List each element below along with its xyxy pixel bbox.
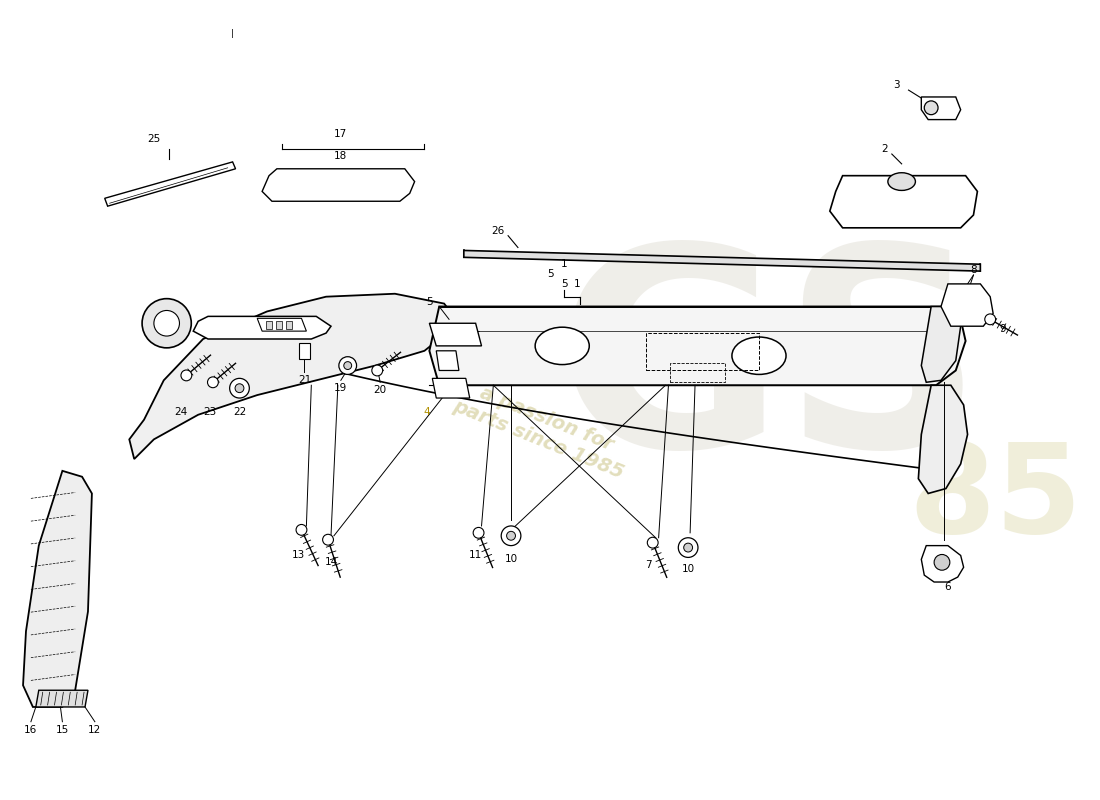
Text: 5: 5 — [547, 269, 553, 279]
Circle shape — [934, 554, 950, 570]
Text: 18: 18 — [334, 151, 348, 161]
Circle shape — [154, 310, 179, 336]
Text: 23: 23 — [204, 407, 217, 417]
Text: 1: 1 — [561, 259, 568, 270]
Text: 26: 26 — [492, 226, 505, 236]
Text: 21: 21 — [298, 375, 311, 386]
Text: a passion for
parts since 1985: a passion for parts since 1985 — [450, 376, 635, 482]
Bar — [646, 333, 759, 370]
Text: 19: 19 — [334, 383, 348, 393]
Polygon shape — [464, 250, 980, 271]
Circle shape — [296, 525, 307, 535]
Circle shape — [679, 538, 699, 558]
Text: 5: 5 — [426, 297, 432, 306]
Text: 14: 14 — [324, 558, 338, 567]
Bar — [670, 362, 725, 382]
Circle shape — [647, 538, 658, 548]
Text: 3: 3 — [893, 80, 900, 90]
Text: 16: 16 — [24, 725, 37, 734]
Circle shape — [502, 526, 521, 546]
Polygon shape — [262, 169, 415, 202]
Polygon shape — [918, 386, 968, 494]
Polygon shape — [437, 351, 459, 370]
Ellipse shape — [535, 327, 590, 365]
Circle shape — [984, 314, 996, 325]
Circle shape — [372, 365, 383, 376]
Text: 10: 10 — [505, 554, 518, 564]
Polygon shape — [194, 316, 331, 339]
Text: 9: 9 — [1000, 324, 1006, 334]
Text: 7: 7 — [646, 560, 652, 570]
Circle shape — [230, 378, 250, 398]
Polygon shape — [23, 471, 92, 707]
Circle shape — [322, 534, 333, 545]
Polygon shape — [429, 306, 966, 386]
Circle shape — [208, 377, 218, 388]
Circle shape — [924, 101, 938, 114]
Text: 13: 13 — [292, 550, 305, 561]
Text: 4: 4 — [424, 407, 430, 417]
Circle shape — [180, 370, 191, 381]
Text: GS: GS — [554, 235, 982, 506]
Ellipse shape — [732, 337, 786, 374]
Bar — [266, 322, 272, 329]
Text: 22: 22 — [233, 407, 246, 417]
Text: 85: 85 — [909, 438, 1082, 559]
Text: 24: 24 — [174, 407, 187, 417]
Circle shape — [507, 531, 516, 540]
Polygon shape — [104, 162, 235, 206]
Polygon shape — [130, 294, 454, 459]
Circle shape — [473, 527, 484, 538]
Polygon shape — [432, 378, 470, 398]
Bar — [276, 322, 282, 329]
Circle shape — [142, 298, 191, 348]
Polygon shape — [922, 546, 964, 582]
Bar — [298, 343, 310, 358]
Text: 25: 25 — [147, 134, 161, 144]
Circle shape — [344, 362, 352, 370]
Bar — [286, 322, 292, 329]
Polygon shape — [829, 176, 978, 228]
Text: 20: 20 — [374, 385, 387, 395]
Text: 2: 2 — [881, 144, 888, 154]
Text: 11: 11 — [469, 550, 482, 561]
Text: 6: 6 — [945, 582, 952, 592]
Text: |: | — [231, 30, 234, 38]
Polygon shape — [922, 306, 960, 382]
Text: 5: 5 — [561, 279, 568, 289]
Text: 10: 10 — [682, 564, 695, 574]
Polygon shape — [940, 284, 993, 326]
Text: 1: 1 — [573, 279, 581, 289]
Polygon shape — [36, 690, 88, 707]
Text: 17: 17 — [334, 130, 348, 139]
Circle shape — [339, 357, 356, 374]
Circle shape — [684, 543, 693, 552]
Ellipse shape — [888, 173, 915, 190]
Polygon shape — [922, 97, 960, 119]
Text: 15: 15 — [56, 725, 69, 734]
Circle shape — [235, 384, 244, 393]
Polygon shape — [257, 318, 307, 331]
Polygon shape — [429, 323, 482, 346]
Text: 8: 8 — [970, 265, 977, 275]
Text: 12: 12 — [88, 725, 101, 734]
